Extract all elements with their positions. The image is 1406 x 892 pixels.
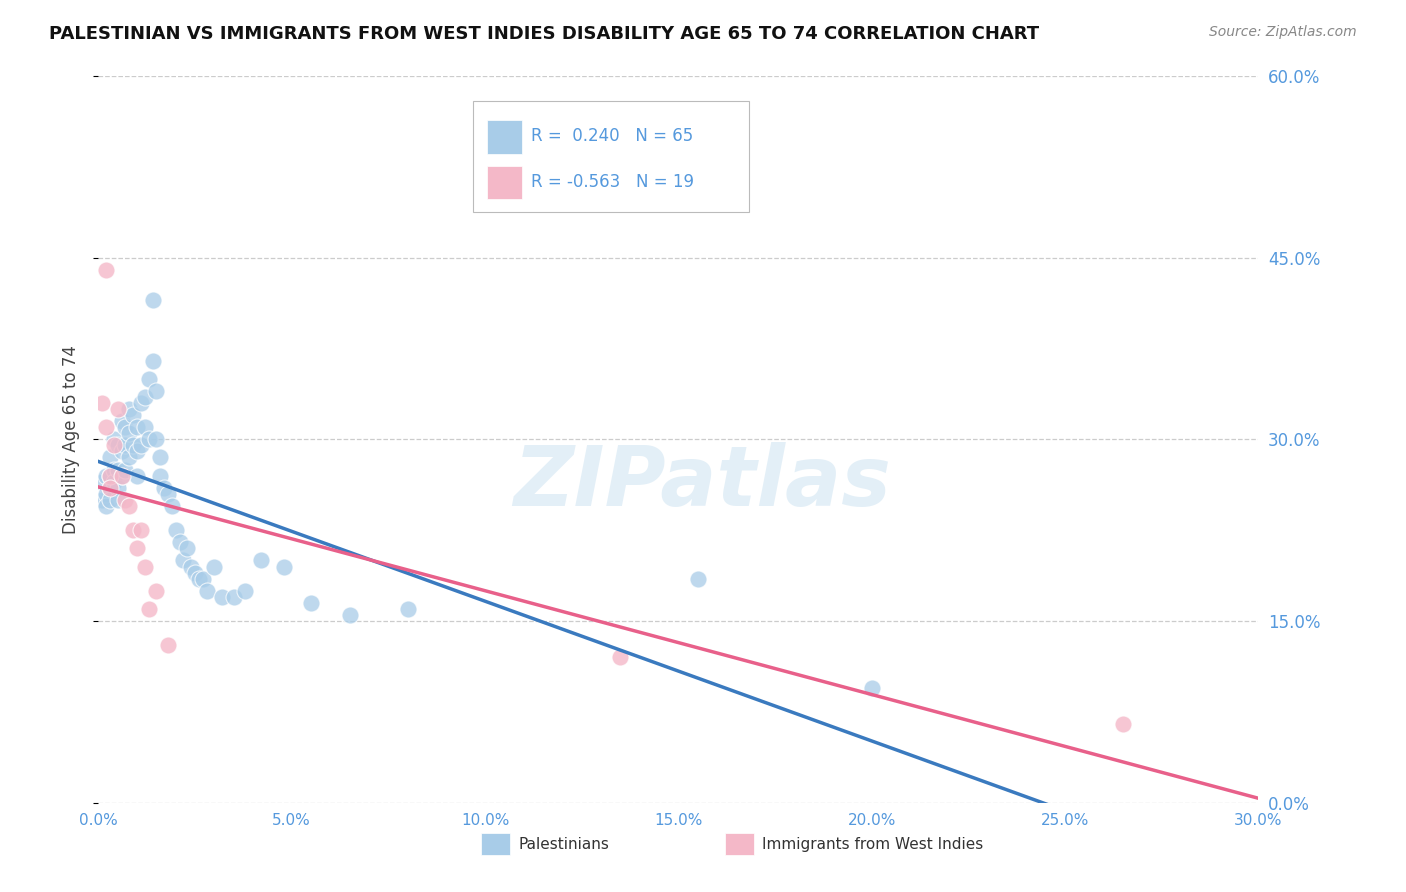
Point: [145, 432, 167, 446]
Point: [114, 438, 136, 452]
Point: [609, 650, 631, 665]
Point: [172, 553, 194, 567]
Point: [118, 499, 141, 513]
Point: [686, 572, 709, 586]
Text: R = -0.563   N = 19: R = -0.563 N = 19: [531, 173, 695, 191]
Point: [184, 566, 207, 580]
Point: [122, 523, 145, 537]
Point: [1112, 717, 1135, 731]
Point: [204, 559, 226, 574]
Point: [165, 523, 187, 537]
Point: [188, 572, 211, 586]
Point: [153, 481, 176, 495]
FancyBboxPatch shape: [725, 833, 754, 855]
Point: [96, 262, 118, 277]
Point: [860, 681, 883, 695]
Point: [396, 602, 419, 616]
Point: [134, 559, 156, 574]
Text: PALESTINIAN VS IMMIGRANTS FROM WEST INDIES DISABILITY AGE 65 TO 74 CORRELATION C: PALESTINIAN VS IMMIGRANTS FROM WEST INDI…: [49, 25, 1039, 43]
Text: R =  0.240   N = 65: R = 0.240 N = 65: [531, 128, 693, 145]
FancyBboxPatch shape: [472, 101, 749, 211]
Point: [111, 468, 132, 483]
Point: [114, 492, 136, 507]
Point: [98, 481, 121, 495]
Point: [129, 523, 152, 537]
FancyBboxPatch shape: [486, 166, 522, 200]
Point: [127, 468, 149, 483]
Point: [145, 583, 167, 598]
Point: [98, 450, 121, 465]
Point: [114, 462, 136, 476]
Point: [96, 487, 118, 501]
Point: [141, 293, 165, 307]
Point: [222, 590, 245, 604]
Point: [122, 438, 145, 452]
Point: [111, 468, 132, 483]
Point: [91, 492, 114, 507]
Point: [129, 396, 152, 410]
Point: [180, 559, 202, 574]
FancyBboxPatch shape: [486, 120, 522, 153]
Point: [176, 541, 198, 556]
Point: [149, 450, 172, 465]
Point: [141, 353, 165, 368]
Text: Palestinians: Palestinians: [519, 837, 609, 852]
Point: [127, 541, 149, 556]
Point: [103, 432, 125, 446]
Point: [98, 468, 121, 483]
Point: [127, 444, 149, 458]
Point: [98, 468, 121, 483]
Point: [91, 396, 114, 410]
Point: [339, 607, 361, 622]
Text: ZIPatlas: ZIPatlas: [513, 442, 890, 524]
Point: [96, 420, 118, 434]
Point: [273, 559, 295, 574]
Point: [122, 408, 145, 422]
Point: [134, 390, 156, 404]
Point: [91, 475, 114, 489]
Point: [299, 596, 322, 610]
Point: [118, 450, 141, 465]
Point: [191, 572, 214, 586]
Point: [149, 468, 172, 483]
Point: [107, 438, 129, 452]
Point: [235, 583, 257, 598]
Point: [145, 384, 167, 398]
Point: [157, 487, 180, 501]
Point: [98, 492, 121, 507]
Point: [134, 420, 156, 434]
Point: [107, 402, 129, 417]
FancyBboxPatch shape: [481, 833, 510, 855]
Point: [138, 372, 160, 386]
Point: [107, 462, 129, 476]
Point: [138, 602, 160, 616]
Point: [96, 499, 118, 513]
Point: [103, 462, 125, 476]
Point: [160, 499, 183, 513]
Point: [250, 553, 273, 567]
Point: [103, 475, 125, 489]
Point: [138, 432, 160, 446]
Point: [129, 438, 152, 452]
Point: [118, 402, 141, 417]
Point: [114, 420, 136, 434]
Point: [118, 426, 141, 441]
Point: [107, 481, 129, 495]
Text: Source: ZipAtlas.com: Source: ZipAtlas.com: [1209, 25, 1357, 39]
Point: [169, 535, 191, 549]
Y-axis label: Disability Age 65 to 74: Disability Age 65 to 74: [62, 345, 80, 533]
Point: [103, 438, 125, 452]
Point: [96, 468, 118, 483]
Point: [107, 492, 129, 507]
Point: [111, 414, 132, 428]
Text: Immigrants from West Indies: Immigrants from West Indies: [762, 837, 983, 852]
Point: [127, 420, 149, 434]
Point: [211, 590, 233, 604]
Point: [111, 444, 132, 458]
Point: [195, 583, 218, 598]
Point: [98, 481, 121, 495]
Point: [157, 638, 180, 652]
